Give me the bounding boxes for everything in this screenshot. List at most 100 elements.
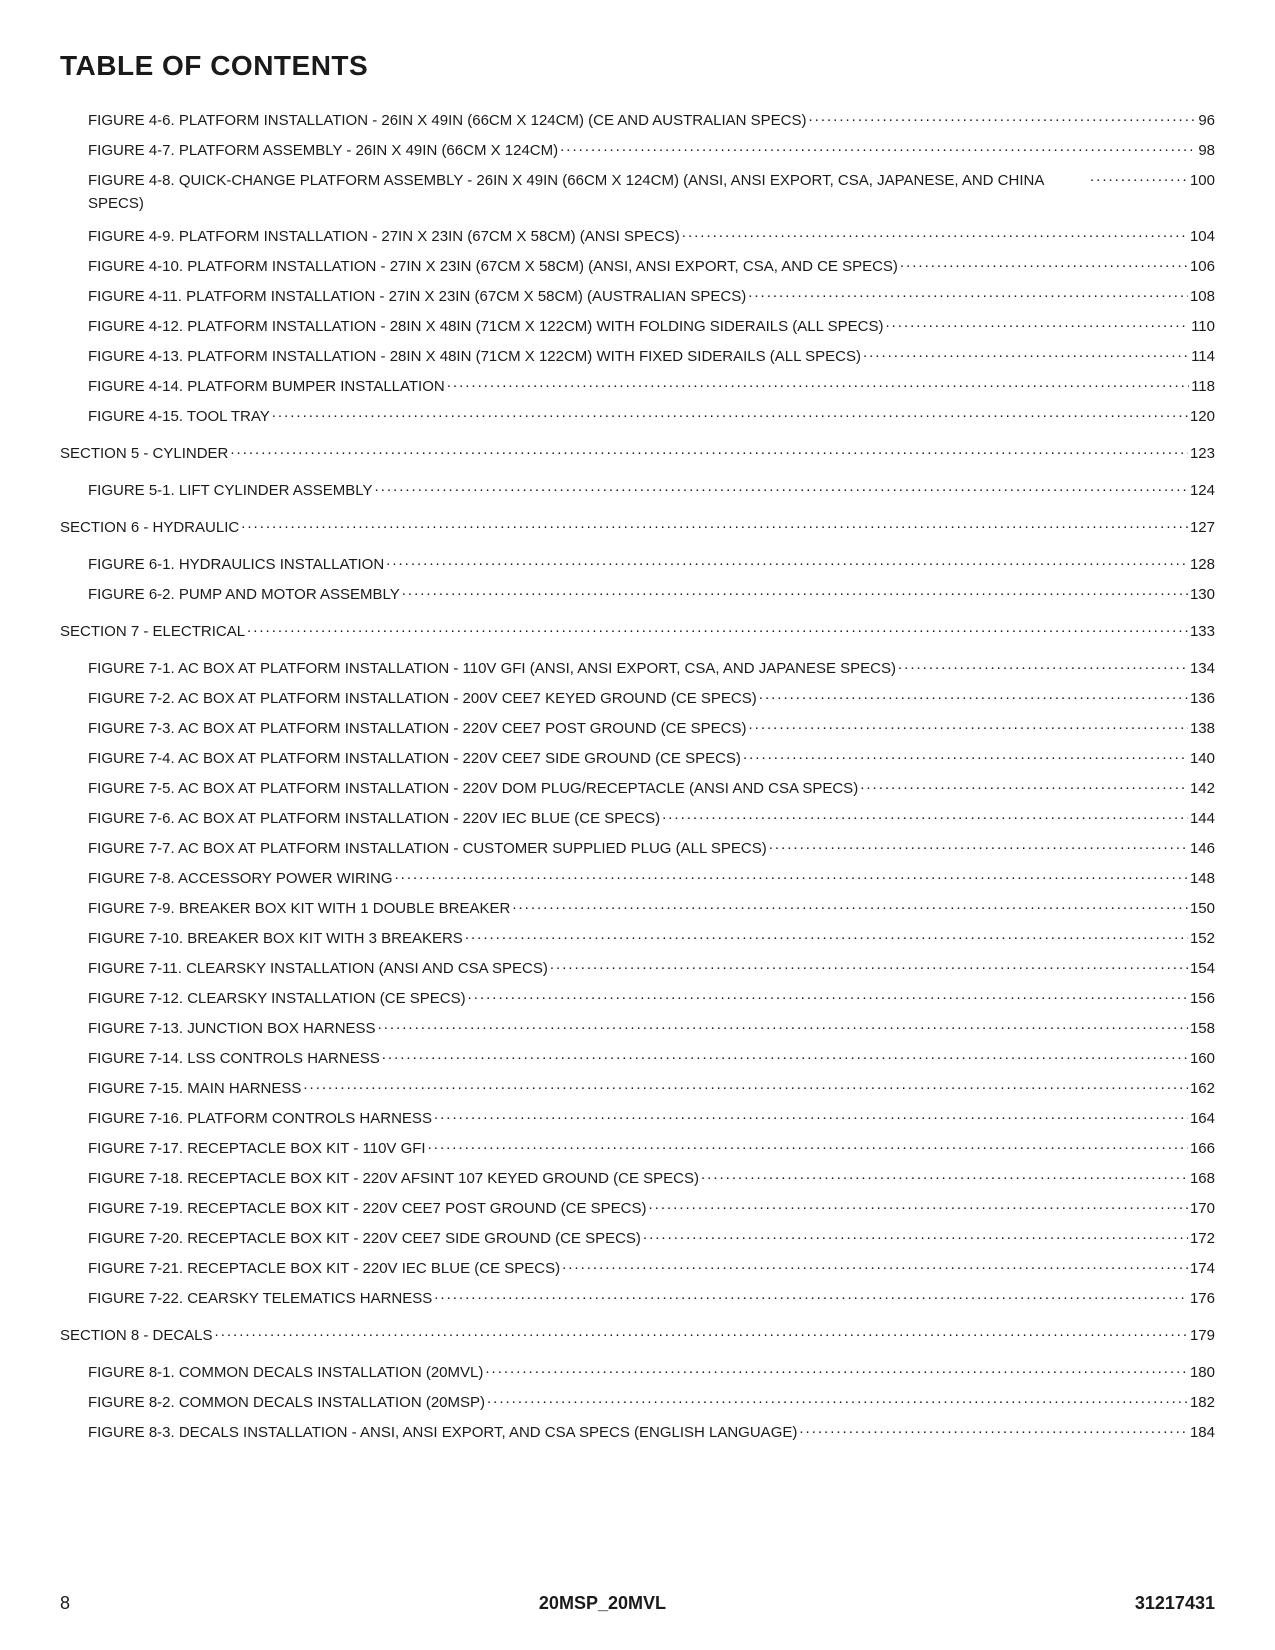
toc-leader-dots (382, 1048, 1188, 1063)
toc-entry-label: FIGURE 7-10. BREAKER BOX KIT WITH 3 BREA… (88, 930, 463, 947)
toc-entry: FIGURE 4-13. PLATFORM INSTALLATION - 28I… (88, 346, 1215, 365)
toc-entry-page: 164 (1190, 1110, 1215, 1127)
toc-leader-dots (701, 1168, 1188, 1183)
toc-entry-label: FIGURE 7-9. BREAKER BOX KIT WITH 1 DOUBL… (88, 900, 510, 917)
toc-entry-page: 98 (1198, 142, 1215, 159)
toc-leader-dots (395, 868, 1188, 883)
toc-entry-label: FIGURE 5-1. LIFT CYLINDER ASSEMBLY (88, 482, 373, 499)
toc-entry-label: FIGURE 7-22. CEARSKY TELEMATICS HARNESS (88, 1290, 432, 1307)
toc-entry-page: 124 (1190, 482, 1215, 499)
toc-entry-page: 118 (1191, 378, 1215, 395)
toc-entry-page: 150 (1190, 900, 1215, 917)
footer-page-number: 8 (60, 1593, 70, 1614)
toc-leader-dots (215, 1325, 1188, 1340)
toc-leader-dots (375, 480, 1188, 495)
toc-leader-dots (648, 1198, 1187, 1213)
toc-entry-label: FIGURE 4-7. PLATFORM ASSEMBLY - 26IN X 4… (88, 142, 558, 159)
toc-entry: FIGURE 4-14. PLATFORM BUMPER INSTALLATIO… (88, 376, 1215, 395)
toc-entry-page: 136 (1190, 690, 1215, 707)
toc-leader-dots (465, 928, 1188, 943)
toc-entry-label: FIGURE 7-1. AC BOX AT PLATFORM INSTALLAT… (88, 660, 896, 677)
toc-leader-dots (885, 316, 1189, 331)
toc-leader-dots (434, 1108, 1188, 1123)
toc-entry: FIGURE 7-16. PLATFORM CONTROLS HARNESS16… (88, 1108, 1215, 1127)
toc-entry-page: 106 (1190, 258, 1215, 275)
toc-entry: FIGURE 7-14. LSS CONTROLS HARNESS160 (88, 1048, 1215, 1067)
toc-leader-dots (241, 517, 1188, 532)
toc-entry-page: 148 (1190, 870, 1215, 887)
toc-entry: FIGURE 7-2. AC BOX AT PLATFORM INSTALLAT… (88, 688, 1215, 707)
toc-entry-label: FIGURE 4-8. QUICK-CHANGE PLATFORM ASSEMB… (88, 170, 1088, 215)
toc-entry-page: 166 (1190, 1140, 1215, 1157)
toc-entry: FIGURE 7-22. CEARSKY TELEMATICS HARNESS 1… (88, 1288, 1215, 1307)
toc-entry: FIGURE 8-2. COMMON DECALS INSTALLATION (… (88, 1392, 1215, 1411)
toc-entry-page: 127 (1190, 519, 1215, 536)
toc-entry-label: FIGURE 7-15. MAIN HARNESS (88, 1080, 301, 1097)
toc-entry: FIGURE 4-11. PLATFORM INSTALLATION - 27I… (88, 286, 1215, 305)
toc-entry: FIGURE 6-1. HYDRAULICS INSTALLATION128 (88, 554, 1215, 573)
toc-entry: SECTION 7 - ELECTRICAL133 (60, 621, 1215, 640)
toc-entry: FIGURE 4-7. PLATFORM ASSEMBLY - 26IN X 4… (88, 140, 1215, 159)
toc-entry: FIGURE 8-1. COMMON DECALS INSTALLATION (… (88, 1362, 1215, 1381)
toc-entry: FIGURE 7-10. BREAKER BOX KIT WITH 3 BREA… (88, 928, 1215, 947)
toc-entry-page: 110 (1191, 318, 1215, 335)
toc-entry-label: FIGURE 7-3. AC BOX AT PLATFORM INSTALLAT… (88, 720, 746, 737)
toc-leader-dots (428, 1138, 1188, 1153)
toc-leader-dots (662, 808, 1188, 823)
toc-entry: SECTION 6 - HYDRAULIC127 (60, 517, 1215, 536)
toc-entry-label: FIGURE 7-19. RECEPTACLE BOX KIT - 220V C… (88, 1200, 646, 1217)
toc-leader-dots (378, 1018, 1188, 1033)
toc-leader-dots (1090, 170, 1188, 185)
toc-leader-dots (682, 226, 1188, 241)
toc-entry: FIGURE 7-7. AC BOX AT PLATFORM INSTALLAT… (88, 838, 1215, 857)
toc-entry-label: FIGURE 4-9. PLATFORM INSTALLATION - 27IN… (88, 228, 680, 245)
toc-entry-label: FIGURE 7-20. RECEPTACLE BOX KIT - 220V C… (88, 1230, 641, 1247)
footer-document-title: 20MSP_20MVL (539, 1593, 666, 1614)
toc-entry-page: 140 (1190, 750, 1215, 767)
toc-entry: FIGURE 4-10. PLATFORM INSTALLATION - 27I… (88, 256, 1215, 275)
toc-entry-page: 108 (1190, 288, 1215, 305)
toc-entry-page: 184 (1190, 1424, 1215, 1441)
toc-entry: FIGURE 7-11. CLEARSKY INSTALLATION (ANSI… (88, 958, 1215, 977)
toc-entry-label: FIGURE 4-12. PLATFORM INSTALLATION - 28I… (88, 318, 883, 335)
toc-entry-page: 156 (1190, 990, 1215, 1007)
toc-entry-label: FIGURE 7-18. RECEPTACLE BOX KIT - 220V A… (88, 1170, 699, 1187)
toc-entry: FIGURE 7-18. RECEPTACLE BOX KIT - 220V A… (88, 1168, 1215, 1187)
toc-leader-dots (512, 898, 1188, 913)
toc-entry-label: FIGURE 4-10. PLATFORM INSTALLATION - 27I… (88, 258, 898, 275)
toc-entry-label: FIGURE 7-5. AC BOX AT PLATFORM INSTALLAT… (88, 780, 858, 797)
toc-entry: SECTION 5 - CYLINDER123 (60, 443, 1215, 462)
toc-entry-page: 170 (1190, 1200, 1215, 1217)
toc-entry-label: FIGURE 4-13. PLATFORM INSTALLATION - 28I… (88, 348, 861, 365)
toc-leader-dots (643, 1228, 1188, 1243)
toc-entry: FIGURE 4-6. PLATFORM INSTALLATION - 26IN… (88, 110, 1215, 129)
toc-entry: FIGURE 4-15. TOOL TRAY120 (88, 406, 1215, 425)
toc-entry: FIGURE 7-20. RECEPTACLE BOX KIT - 220V C… (88, 1228, 1215, 1247)
toc-entry-page: 144 (1190, 810, 1215, 827)
toc-entry-page: 134 (1190, 660, 1215, 677)
toc-entry: FIGURE 7-17. RECEPTACLE BOX KIT - 110V G… (88, 1138, 1215, 1157)
toc-leader-dots (230, 443, 1188, 458)
toc-entry-label: FIGURE 6-1. HYDRAULICS INSTALLATION (88, 556, 384, 573)
toc-entry: FIGURE 7-9. BREAKER BOX KIT WITH 1 DOUBL… (88, 898, 1215, 917)
toc-entry-page: 100 (1190, 172, 1215, 189)
toc-entry: FIGURE 6-2. PUMP AND MOTOR ASSEMBLY130 (88, 584, 1215, 603)
toc-entry: SECTION 8 - DECALS179 (60, 1325, 1215, 1344)
toc-leader-dots (402, 584, 1188, 599)
toc-entry-page: 120 (1190, 408, 1215, 425)
toc-entry-page: 138 (1190, 720, 1215, 737)
toc-entry-label: FIGURE 7-21. RECEPTACLE BOX KIT - 220V I… (88, 1260, 560, 1277)
toc-entry-label: SECTION 5 - CYLINDER (60, 445, 228, 462)
toc-entry-label: FIGURE 4-6. PLATFORM INSTALLATION - 26IN… (88, 112, 807, 129)
toc-entry-label: FIGURE 8-1. COMMON DECALS INSTALLATION (… (88, 1364, 483, 1381)
toc-entry-page: 154 (1190, 960, 1215, 977)
toc-entry-label: FIGURE 7-17. RECEPTACLE BOX KIT - 110V G… (88, 1140, 426, 1157)
toc-entry: FIGURE 7-3. AC BOX AT PLATFORM INSTALLAT… (88, 718, 1215, 737)
toc-entry: FIGURE 7-21. RECEPTACLE BOX KIT - 220V I… (88, 1258, 1215, 1277)
toc-entry-label: FIGURE 6-2. PUMP AND MOTOR ASSEMBLY (88, 586, 400, 603)
toc-entry-page: 176 (1190, 1290, 1215, 1307)
toc-entry-label: SECTION 8 - DECALS (60, 1327, 213, 1344)
toc-leader-dots (809, 110, 1197, 125)
toc-entry-label: FIGURE 7-8. ACCESSORY POWER WIRING (88, 870, 393, 887)
toc-entry: FIGURE 4-8. QUICK-CHANGE PLATFORM ASSEMB… (88, 170, 1215, 215)
